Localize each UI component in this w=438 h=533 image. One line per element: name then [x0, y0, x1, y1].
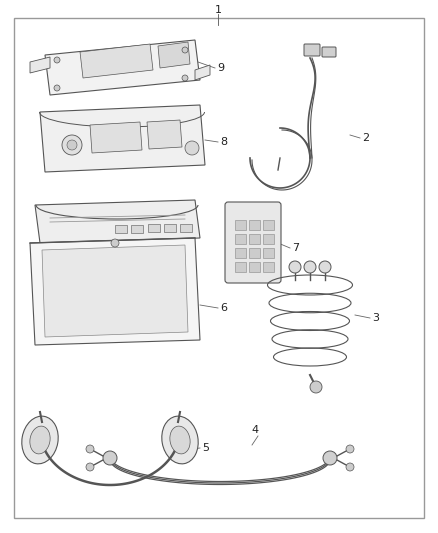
Ellipse shape: [22, 416, 58, 464]
Circle shape: [346, 463, 354, 471]
Bar: [235, 262, 246, 272]
Polygon shape: [80, 44, 153, 78]
Bar: [180, 224, 192, 232]
Circle shape: [62, 135, 82, 155]
Text: 5: 5: [202, 443, 209, 453]
Polygon shape: [35, 200, 200, 243]
FancyBboxPatch shape: [304, 44, 320, 56]
Text: 1: 1: [215, 5, 222, 15]
Circle shape: [54, 85, 60, 91]
Polygon shape: [195, 65, 210, 80]
Circle shape: [185, 141, 199, 155]
Circle shape: [182, 47, 188, 53]
Bar: [249, 262, 260, 272]
Bar: [249, 248, 260, 258]
Bar: [235, 234, 246, 244]
Polygon shape: [90, 122, 142, 153]
Bar: [164, 224, 176, 232]
Polygon shape: [45, 40, 200, 95]
Bar: [249, 220, 260, 230]
Polygon shape: [30, 57, 50, 73]
Circle shape: [182, 75, 188, 81]
Polygon shape: [40, 105, 205, 172]
FancyBboxPatch shape: [225, 202, 281, 283]
Circle shape: [86, 463, 94, 471]
Circle shape: [304, 261, 316, 273]
Ellipse shape: [170, 426, 190, 454]
Bar: [263, 248, 274, 258]
Circle shape: [67, 140, 77, 150]
Bar: [235, 248, 246, 258]
Text: 3: 3: [372, 313, 379, 323]
Ellipse shape: [30, 426, 50, 454]
Polygon shape: [158, 42, 190, 68]
Circle shape: [111, 239, 119, 247]
Circle shape: [289, 261, 301, 273]
Bar: [249, 234, 260, 244]
FancyBboxPatch shape: [322, 47, 336, 57]
Circle shape: [103, 451, 117, 465]
Text: 7: 7: [292, 243, 299, 253]
Polygon shape: [42, 245, 188, 337]
Text: 9: 9: [217, 63, 224, 73]
Polygon shape: [147, 120, 182, 149]
Bar: [263, 220, 274, 230]
Circle shape: [86, 445, 94, 453]
Circle shape: [323, 451, 337, 465]
Ellipse shape: [162, 416, 198, 464]
Circle shape: [310, 381, 322, 393]
Circle shape: [319, 261, 331, 273]
Bar: [235, 220, 246, 230]
Text: 6: 6: [220, 303, 227, 313]
Polygon shape: [30, 238, 200, 345]
Bar: [131, 225, 143, 233]
Text: 2: 2: [362, 133, 369, 143]
Bar: [115, 225, 127, 233]
Bar: [148, 224, 159, 232]
Circle shape: [54, 57, 60, 63]
Text: 4: 4: [251, 425, 258, 435]
Text: 8: 8: [220, 137, 227, 147]
Bar: [263, 262, 274, 272]
Bar: [263, 234, 274, 244]
Circle shape: [346, 445, 354, 453]
